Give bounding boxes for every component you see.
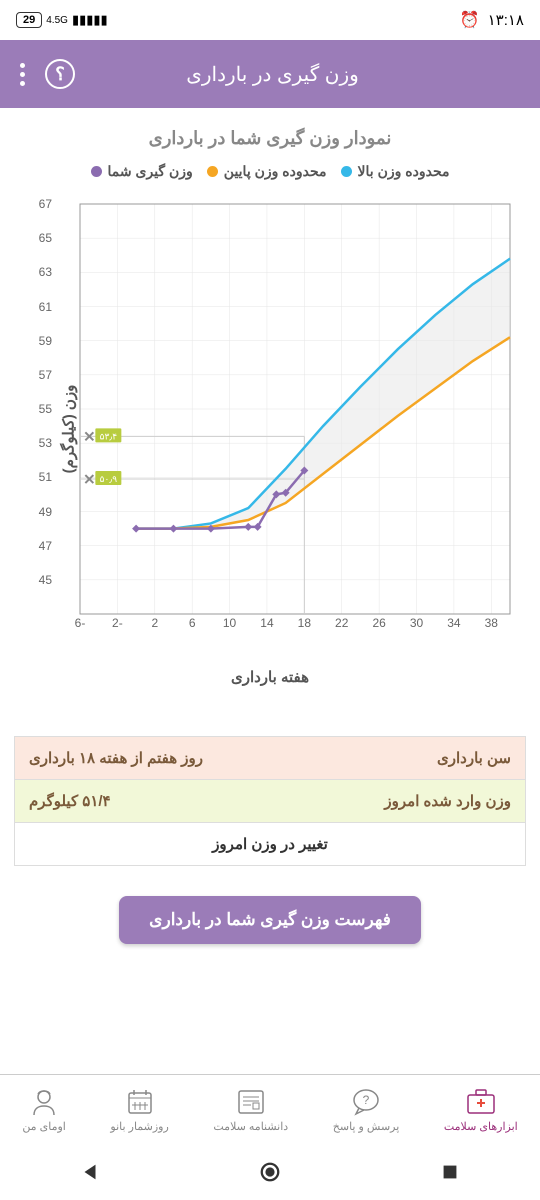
legend-dot-upper: [341, 166, 352, 177]
help-icon[interactable]: ؟: [45, 59, 75, 89]
calendar-icon: [124, 1086, 156, 1118]
info-table: سن بارداری روز هفتم از هفته ۱۸ بارداری و…: [14, 736, 526, 866]
svg-text:۵۳٫۴: ۵۳٫۴: [100, 431, 118, 441]
system-nav: [0, 1144, 540, 1200]
x-axis-label: هفته بارداری: [10, 668, 530, 686]
weight-value: ۵۱/۴ کیلوگرم: [29, 792, 111, 810]
age-value: روز هفتم از هفته ۱۸ بارداری: [29, 749, 203, 767]
network-signal: 4.5G: [46, 15, 68, 26]
home-button[interactable]: [259, 1161, 281, 1183]
profile-icon: [28, 1086, 60, 1118]
nav-qa[interactable]: ? پرسش و پاسخ: [333, 1086, 400, 1133]
legend-upper: محدوده وزن بالا: [341, 163, 450, 180]
menu-dots-icon[interactable]: [20, 63, 25, 86]
chart-section: نمودار وزن گیری شما در بارداری محدوده وز…: [0, 108, 540, 696]
legend-yours: وزن گیری شما: [91, 163, 193, 180]
status-bar: 29 4.5G ▮▮▮▮▮ ⏰ ۱۳:۱۸: [0, 0, 540, 40]
age-label: سن بارداری: [437, 749, 511, 767]
y-axis-label: وزن (کیلوگرم): [59, 385, 77, 474]
weight-label: وزن وارد شده امروز: [384, 792, 511, 810]
nav-wiki[interactable]: دانشنامه سلامت: [213, 1086, 288, 1133]
legend-dot-yours: [91, 166, 102, 177]
news-icon: [235, 1086, 267, 1118]
chart-legend: محدوده وزن بالا محدوده وزن پایین وزن گیر…: [10, 163, 530, 180]
nav-profile[interactable]: اومای من: [22, 1086, 66, 1133]
app-bar: ؟ وزن گیری در بارداری: [0, 40, 540, 108]
nav-calendar[interactable]: روزشمار بانو: [110, 1086, 168, 1133]
svg-text:۵۰٫۹: ۵۰٫۹: [100, 474, 118, 484]
question-bubble-icon: ?: [350, 1086, 382, 1118]
svg-text:?: ?: [363, 1093, 370, 1107]
weight-history-button[interactable]: فهرست وزن گیری شما در بارداری: [119, 896, 421, 944]
back-button[interactable]: [79, 1161, 101, 1183]
change-label: تغییر در وزن امروز: [212, 835, 328, 853]
clock-time: ۱۳:۱۸: [488, 11, 524, 29]
legend-dot-lower: [207, 166, 218, 177]
recent-button[interactable]: [439, 1161, 461, 1183]
medkit-icon: [465, 1086, 497, 1118]
alarm-icon: ⏰: [460, 10, 480, 30]
signal-bars-icon: ▮▮▮▮▮: [72, 12, 108, 28]
info-row-age: سن بارداری روز هفتم از هفته ۱۸ بارداری: [15, 737, 525, 779]
chart-plot[interactable]: ۵۳٫۴ ۵۰٫۹: [80, 204, 510, 614]
chart-title: نمودار وزن گیری شما در بارداری: [10, 128, 530, 149]
nav-health-tools[interactable]: ابزارهای سلامت: [444, 1086, 518, 1133]
battery-level: 29: [16, 12, 42, 28]
info-row-weight: وزن وارد شده امروز ۵۱/۴ کیلوگرم: [15, 779, 525, 823]
info-row-change[interactable]: تغییر در وزن امروز: [15, 823, 525, 865]
chart-container: وزن (کیلوگرم) 454749515355575961636567 ۵…: [20, 194, 520, 664]
page-title: وزن گیری در بارداری: [75, 62, 520, 87]
legend-lower: محدوده وزن پایین: [207, 163, 327, 180]
bottom-nav: ابزارهای سلامت ? پرسش و پاسخ دانشنامه سل…: [0, 1074, 540, 1144]
